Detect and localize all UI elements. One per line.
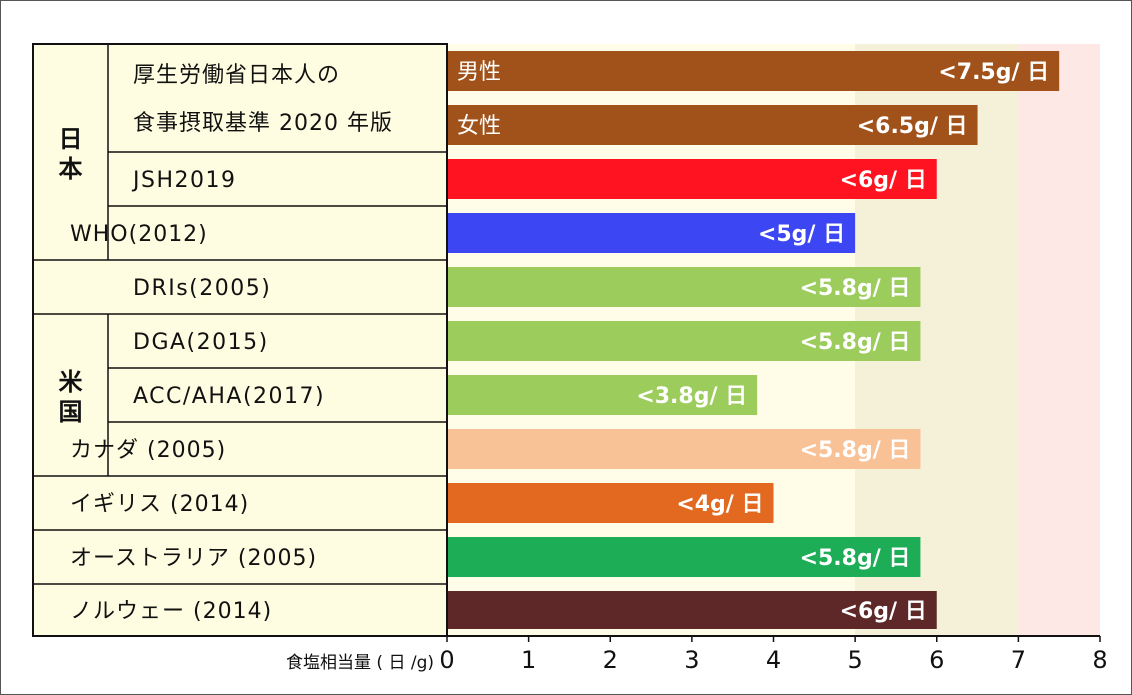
bar-value-label: <5.8g/ 日 (800, 276, 911, 301)
bar (448, 321, 921, 361)
bar-value-label: <6g/ 日 (840, 599, 927, 624)
background-zone-2 (1018, 44, 1100, 636)
x-tick-label: 6 (929, 646, 944, 674)
row-label: カナダ (2005) (70, 438, 226, 463)
row-label: ACC/AHA(2017) (133, 384, 325, 409)
bar-value-label: <5g/ 日 (758, 222, 845, 247)
bar-value-label: <5.8g/ 日 (800, 330, 911, 355)
x-axis-title: 食塩相当量 ( 日 /g) (286, 653, 434, 673)
x-tick-label: 0 (439, 646, 454, 674)
bar (448, 429, 921, 469)
bar-category-label: 女性 (457, 114, 501, 139)
row-label: WHO(2012) (70, 222, 208, 247)
table-border (32, 43, 448, 637)
row-label: DGA(2015) (133, 330, 269, 355)
x-tick-label: 3 (684, 646, 699, 674)
bar-value-label: <3.8g/ 日 (636, 384, 747, 409)
bar (448, 159, 937, 199)
x-tick-label: 2 (603, 646, 618, 674)
group-label: 国 (59, 398, 83, 426)
x-tick-label: 5 (847, 646, 862, 674)
table-background (33, 44, 447, 636)
bar-category-label: 男性 (457, 60, 501, 85)
bar (448, 483, 774, 523)
group-label: 日 (59, 125, 83, 153)
bar (448, 267, 921, 307)
bar-value-label: <6g/ 日 (840, 168, 927, 193)
row-label: イギリス (2014) (70, 492, 249, 517)
bar (448, 537, 921, 577)
bar (448, 591, 937, 629)
bar (448, 105, 978, 145)
bar (448, 375, 758, 415)
bar-value-label: <7.5g/ 日 (938, 60, 1049, 85)
row-label: DRIs(2005) (133, 276, 271, 301)
group-label: 米 (59, 368, 83, 396)
bar (448, 51, 1060, 91)
bar-value-label: <5.8g/ 日 (800, 546, 911, 571)
row-label: 厚生労働省日本人の (133, 63, 340, 88)
bar (448, 213, 856, 253)
row-label: 食事摂取基準 2020 年版 (133, 111, 393, 136)
x-tick-label: 4 (766, 646, 781, 674)
row-label: オーストラリア (2005) (70, 546, 317, 571)
row-label: ノルウェー (2014) (70, 599, 272, 624)
group-label: 本 (59, 155, 83, 183)
bar-value-label: <6.5g/ 日 (857, 114, 968, 139)
x-tick-label: 7 (1011, 646, 1026, 674)
x-tick-label: 8 (1092, 646, 1107, 674)
x-tick-label: 1 (521, 646, 536, 674)
bar-value-label: <5.8g/ 日 (800, 438, 911, 463)
row-label: JSH2019 (131, 168, 236, 193)
bar-value-label: <4g/ 日 (676, 492, 763, 517)
